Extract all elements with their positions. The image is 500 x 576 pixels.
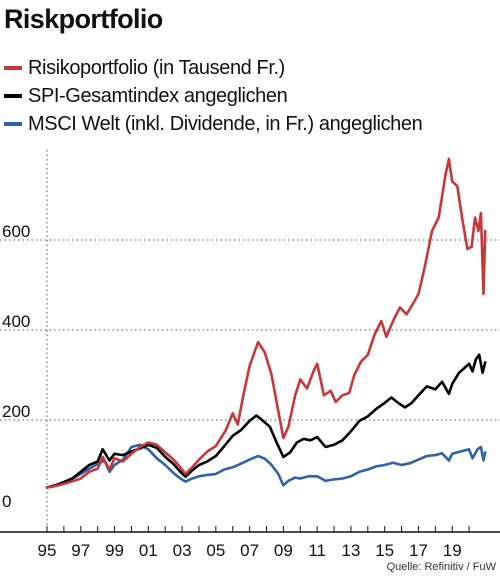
series-line-1 bbox=[45, 353, 487, 489]
source-note: Quelle: Refinitiv / FuW bbox=[386, 561, 496, 573]
series-line-2 bbox=[45, 443, 487, 489]
x-tick-label: 99 bbox=[105, 541, 124, 560]
x-tick-label: 11 bbox=[308, 541, 326, 560]
legend-swatch-black bbox=[4, 94, 22, 98]
legend-label-risikoportfolio: Risikoportfolio (in Tausend Fr.) bbox=[28, 56, 285, 79]
x-tick-label: 97 bbox=[71, 541, 90, 560]
legend-item-msci: MSCI Welt (inkl. Dividende, in Fr.) ange… bbox=[4, 110, 423, 138]
x-tick-label: 09 bbox=[274, 541, 293, 560]
legend-item-spi: SPI-Gesamtindex angeglichen bbox=[4, 82, 422, 110]
x-tick-label: 95 bbox=[38, 541, 57, 560]
x-tick-label: 07 bbox=[240, 541, 259, 560]
y-tick-label: 200 bbox=[2, 402, 30, 421]
x-tick-label: 13 bbox=[341, 541, 360, 560]
chart-legend: Risikoportfolio (in Tausend Fr.) SPI-Ges… bbox=[4, 54, 423, 138]
series-lines bbox=[45, 157, 487, 489]
legend-label-msci: MSCI Welt (inkl. Dividende, in Fr.) ange… bbox=[28, 112, 423, 135]
x-tick-label: 03 bbox=[173, 541, 192, 560]
tick-labels: 0 200 400 600 95 97 99 01 03 05 07 09 11 13 15 17 19 bbox=[2, 222, 462, 560]
y-tick-label: 400 bbox=[2, 312, 30, 331]
chart-title: Riskportfolio bbox=[4, 4, 163, 34]
legend-swatch-red bbox=[4, 66, 22, 70]
x-tick-label: 01 bbox=[139, 541, 158, 560]
legend-item-risikoportfolio: Risikoportfolio (in Tausend Fr.) bbox=[4, 54, 422, 82]
legend-label-spi: SPI-Gesamtindex angeglichen bbox=[28, 84, 288, 107]
y-tick-label: 0 bbox=[2, 492, 11, 511]
y-tick-label: 600 bbox=[2, 222, 30, 241]
x-tick-label: 15 bbox=[375, 541, 394, 560]
x-tick-label: 17 bbox=[409, 541, 428, 560]
axes bbox=[0, 150, 500, 533]
x-tick-label: 05 bbox=[206, 541, 225, 560]
x-tick-label: 19 bbox=[443, 541, 462, 560]
series-line-0 bbox=[45, 157, 487, 489]
legend-swatch-blue bbox=[4, 122, 22, 126]
